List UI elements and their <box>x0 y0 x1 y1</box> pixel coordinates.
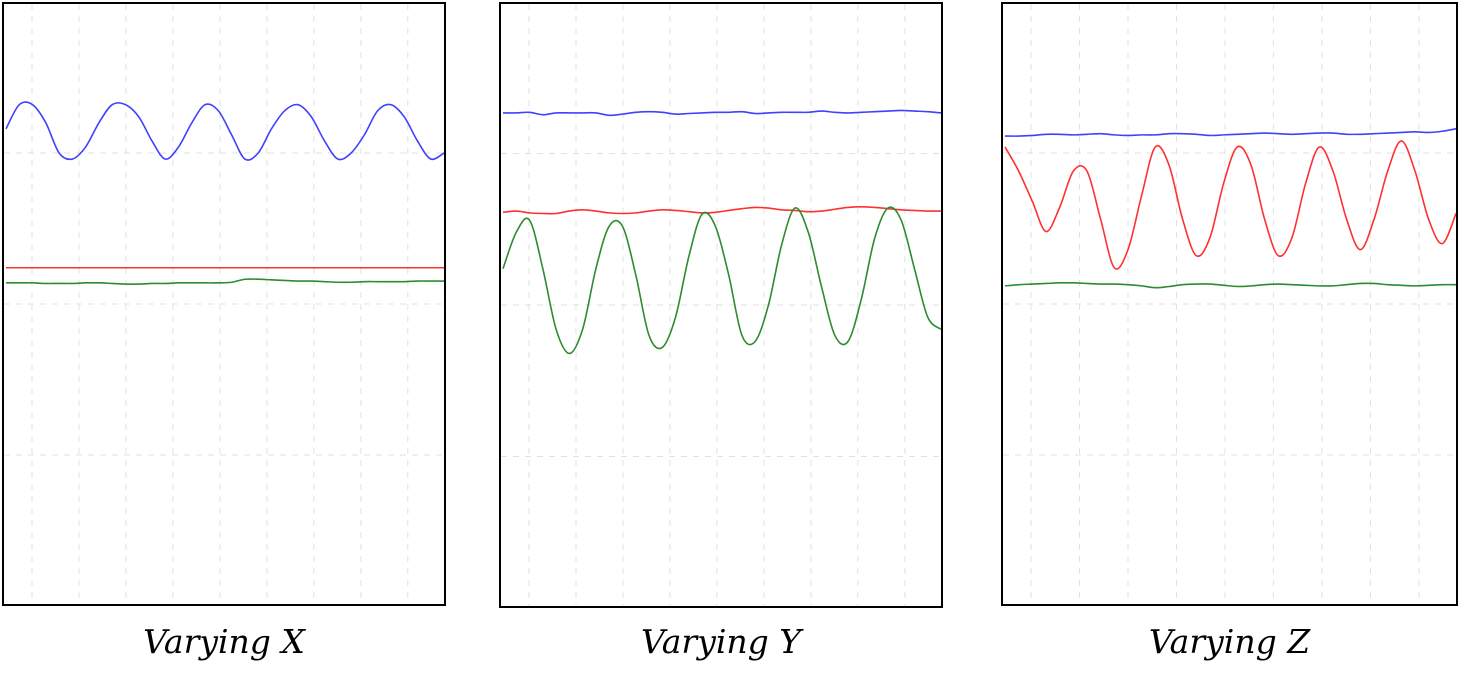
grid <box>4 4 444 604</box>
chart-panel-y <box>499 2 943 608</box>
chart-svg-z <box>1001 2 1458 606</box>
series-line-green <box>502 206 942 355</box>
series-line-red <box>1004 140 1457 270</box>
chart-svg-x <box>2 2 446 606</box>
chart-panel-x <box>2 2 446 606</box>
series-line-blue <box>502 109 942 117</box>
grid <box>1003 4 1456 604</box>
series-line-green <box>6 278 444 285</box>
chart-title-y: Varying Y <box>640 622 802 661</box>
plot-frame <box>1001 2 1458 606</box>
plot-frame <box>499 2 943 608</box>
series-line-green <box>1004 281 1457 289</box>
grid <box>501 4 941 606</box>
chart-title-x: Varying X <box>143 622 305 661</box>
plot-frame <box>2 2 446 606</box>
series-line-blue <box>1004 128 1457 137</box>
chart-title-z: Varying Z <box>1148 622 1311 661</box>
series-line-blue <box>5 101 445 161</box>
chart-svg-y <box>499 2 943 608</box>
chart-panel-z <box>1001 2 1458 606</box>
series-line-red <box>502 206 942 215</box>
